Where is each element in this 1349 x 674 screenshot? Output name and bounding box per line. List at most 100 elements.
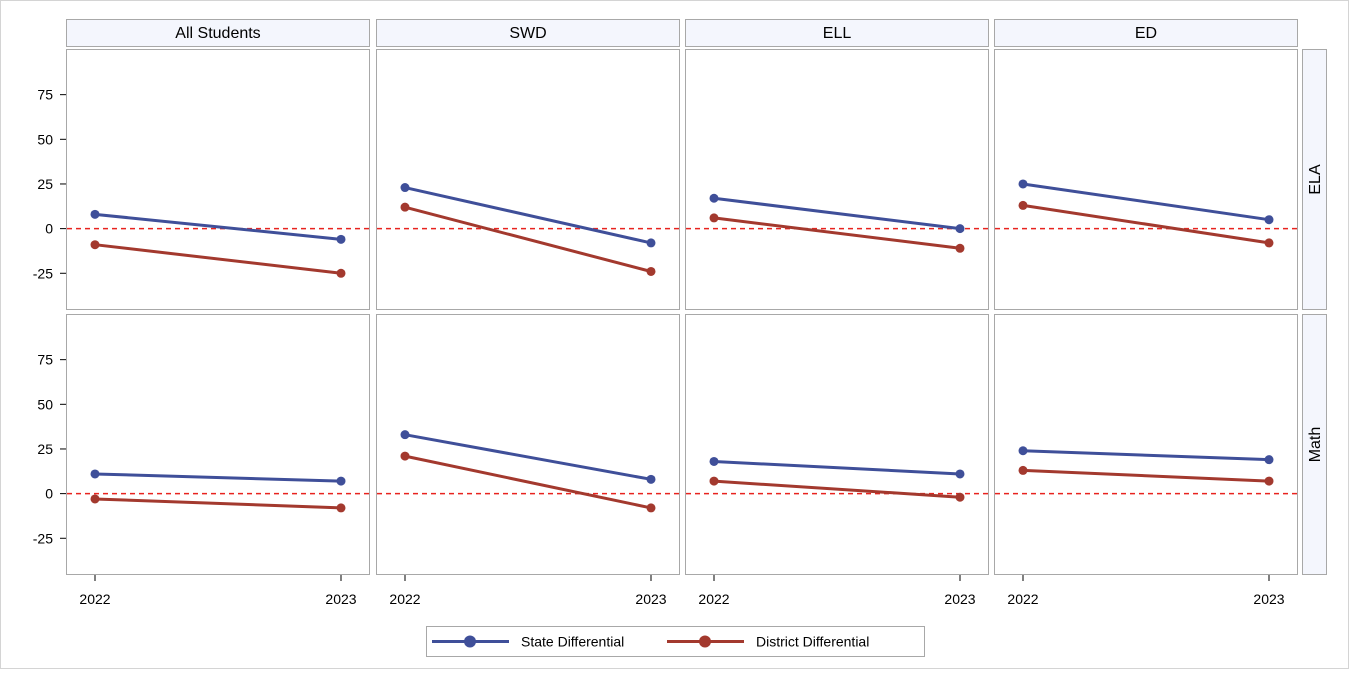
series-line-district-differential [404,205,652,273]
series-line-state-differential [404,186,652,245]
series-line-state-differential [1022,182,1270,222]
point-district-differential-2022 [709,476,719,486]
panel-frame [376,49,680,310]
panel-swd-math [376,314,680,575]
x-tick-label: 2023 [635,591,666,607]
point-district-differential-2023 [646,503,656,513]
legend-swatch-marker-state-differential [464,635,476,648]
point-district-differential-2023 [336,268,346,278]
series-line-state-differential [713,459,961,476]
point-district-differential-2023 [955,243,965,253]
panel-all-students-ela [66,49,370,310]
point-state-differential-2022 [1018,446,1028,456]
x-tick-label: 2023 [325,591,356,607]
point-state-differential-2022 [709,193,719,203]
point-district-differential-2022 [400,451,410,461]
series-line-state-differential [1022,449,1270,462]
series-line-state-differential [713,196,961,231]
y-tick-label: -25 [33,265,53,281]
row-header-label-ela: ELA [1307,164,1324,195]
point-state-differential-2022 [400,183,410,193]
panels-layer [66,49,1298,575]
row-header-ela [1302,49,1327,310]
legend-swatch-marker-district-differential [699,635,711,648]
column-header-ed [994,19,1298,47]
series-line-district-differential [404,454,652,510]
y-tick-label: -25 [33,530,53,546]
legend: State Differential District Differential [426,626,925,657]
axes-layer: 75 50 25 0 -25 75 50 25 0 -25 2022 2023 2022 2023 2022… [33,87,1285,607]
x-tick-label: 2023 [944,591,975,607]
x-tick-label: 2022 [1007,591,1038,607]
point-district-differential-2022 [90,240,100,250]
legend-label-state-differential: State Differential [521,634,624,650]
panel-ell-math [685,314,989,575]
point-state-differential-2023 [336,476,346,486]
column-header-label-swd: SWD [509,25,546,42]
y-tick-label: 50 [37,131,53,147]
series-line-state-differential [404,433,652,481]
y-tick-label: 0 [45,221,53,237]
point-district-differential-2022 [400,202,410,212]
column-header-label-ed: ED [1135,25,1157,42]
point-district-differential-2023 [955,492,965,502]
series-line-district-differential [1022,468,1270,483]
point-district-differential-2022 [709,213,719,223]
column-header-label-ell: ELL [823,25,852,42]
panel-ed-ela [994,49,1298,310]
column-header-label-all-students: All Students [175,25,260,42]
series-line-district-differential [713,479,961,499]
point-state-differential-2022 [90,209,100,219]
series-line-state-differential [94,472,342,483]
y-tick-label: 25 [37,176,53,192]
point-state-differential-2023 [646,238,656,248]
point-district-differential-2022 [1018,465,1028,475]
point-state-differential-2023 [955,224,965,234]
point-state-differential-2023 [955,469,965,479]
point-state-differential-2023 [1264,215,1274,225]
point-state-differential-2022 [400,430,410,440]
point-district-differential-2023 [1264,476,1274,486]
y-tick-label: 75 [37,352,53,368]
point-state-differential-2022 [709,456,719,466]
series-line-district-differential [1022,203,1270,245]
series-line-district-differential [94,497,342,510]
headers-layer: All Students SWD ELL ED ELA Math [66,19,1327,575]
point-district-differential-2022 [1018,200,1028,210]
y-tick-label: 75 [37,87,53,103]
y-tick-label: 0 [45,486,53,502]
row-header-label-math: Math [1307,427,1324,463]
panel-ell-ela [685,49,989,310]
column-header-swd [376,19,680,47]
panel-frame [994,49,1298,310]
series-line-state-differential [94,212,342,241]
point-state-differential-2022 [1018,179,1028,189]
y-tick-label: 25 [37,441,53,457]
x-tick-label: 2023 [1253,591,1284,607]
column-header-ell [685,19,989,47]
point-district-differential-2022 [90,494,100,504]
panel-all-students-math [66,314,370,575]
point-district-differential-2023 [1264,238,1274,248]
row-header-math [1302,314,1327,575]
point-district-differential-2023 [336,503,346,513]
point-state-differential-2022 [90,469,100,479]
x-tick-label: 2022 [698,591,729,607]
panel-frame [66,49,370,310]
x-tick-label: 2022 [79,591,110,607]
legend-label-district-differential: District Differential [756,634,869,650]
x-tick-label: 2022 [389,591,420,607]
series-line-district-differential [94,243,342,275]
point-district-differential-2023 [646,266,656,276]
panel-swd-ela [376,49,680,310]
column-header-all-students [66,19,370,47]
panel-ed-math [994,314,1298,575]
y-tick-label: 50 [37,396,53,412]
panel-frame [66,314,370,575]
panel-frame [685,314,989,575]
series-line-district-differential [713,216,961,250]
panel-frame [685,49,989,310]
panel-frame [994,314,1298,575]
point-state-differential-2023 [336,234,346,244]
